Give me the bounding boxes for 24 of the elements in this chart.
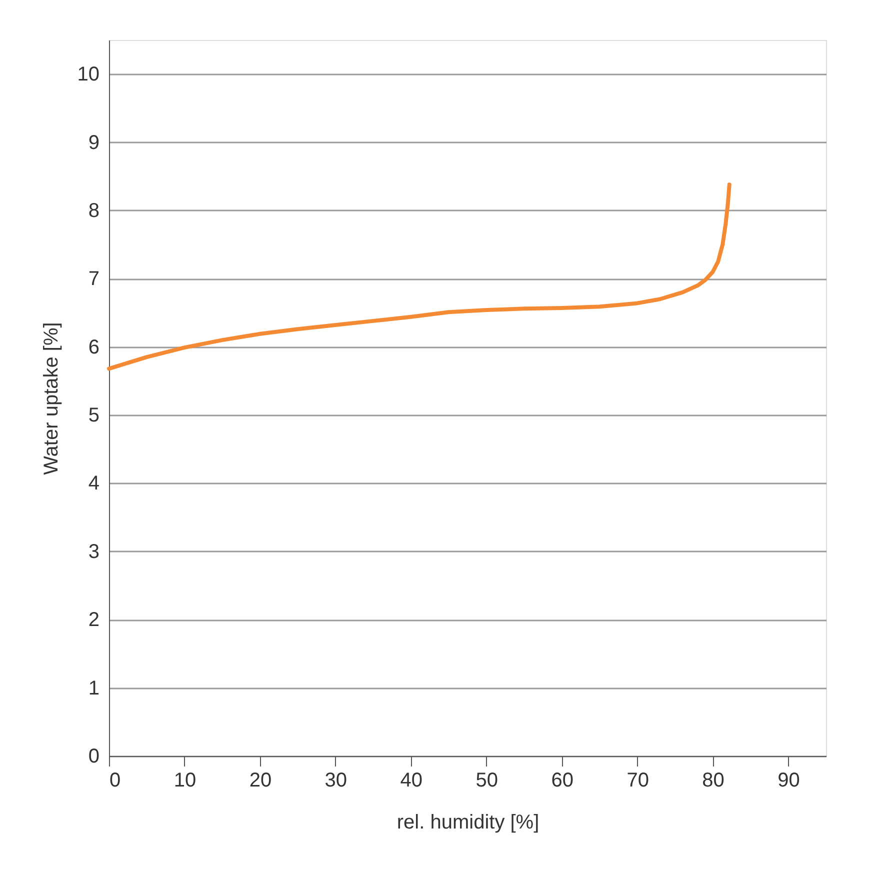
x-axis-title: rel. humidity [%] [396,812,540,834]
y-tick-label: 6 [88,336,100,358]
y-tick-label: 4 [88,472,100,495]
y-tick-label: 7 [88,268,100,290]
y-tick-label: 2 [88,609,100,632]
y-tick-label: 8 [88,200,100,222]
x-tick-label: 50 [476,770,498,792]
x-tick-label: 0 [110,770,121,792]
x-tick-label: 90 [778,770,800,792]
y-tick-label: 10 [77,64,100,86]
y-tick-label: 5 [88,404,100,427]
x-tick-label: 60 [551,770,574,792]
x-tick-label: 10 [174,770,196,792]
x-tick-label: 80 [702,770,724,792]
line-series [107,182,732,371]
y-tick-label: 1 [88,677,100,700]
y-tick-label: 0 [88,746,100,768]
y-tick-label: 9 [88,132,100,154]
x-tick-label: 30 [324,770,348,792]
x-tick-label: 40 [400,770,423,792]
y-tick-label: 3 [88,540,100,563]
y-axis-title: Water uptake [%] [40,322,62,475]
x-tick-label: 70 [626,770,649,792]
x-tick-label: 20 [249,770,272,792]
